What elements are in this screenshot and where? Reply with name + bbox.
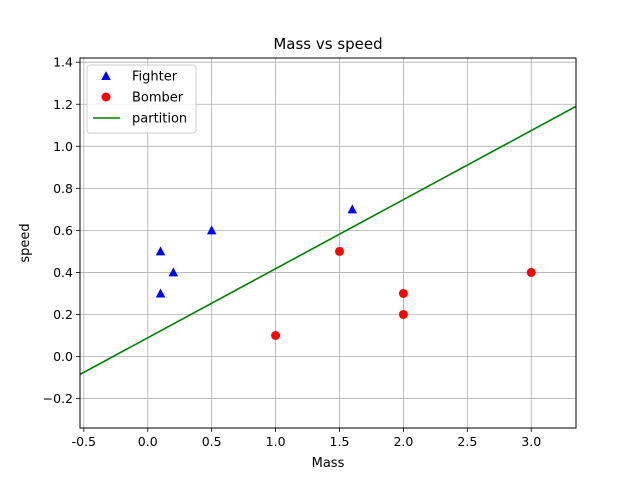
- partition-line: [80, 105, 576, 376]
- x-tick-label: -0.5: [72, 434, 96, 449]
- fighter-point: [347, 204, 358, 214]
- fighter-point: [155, 288, 166, 298]
- y-tick-label: 1.4: [53, 55, 73, 70]
- x-tick-label: 3.0: [521, 434, 541, 449]
- y-tick-label: 0.8: [53, 181, 73, 196]
- y-tick-label: 1.0: [53, 139, 73, 154]
- x-tick-label: 1.5: [330, 434, 350, 449]
- bomber-point: [335, 246, 345, 256]
- grid-lines: [80, 58, 576, 428]
- bomber-point: [398, 288, 408, 298]
- x-axis-label: Mass: [312, 456, 345, 471]
- plot-area: [80, 105, 576, 376]
- legend-label: Bomber: [132, 91, 184, 106]
- plot-frame: [79, 57, 577, 429]
- y-tick-label: 1.2: [53, 97, 73, 112]
- y-tick-label: 0.2: [53, 307, 73, 322]
- y-tick-label: −0.2: [43, 391, 73, 406]
- x-tick-label: 2.0: [393, 434, 413, 449]
- x-axis: -0.5 0.0 0.5 1.0 1.5 2.0 2.5 3.0: [72, 428, 541, 449]
- y-tick-label: 0.4: [53, 265, 73, 280]
- legend-box: [86, 64, 197, 134]
- fighter-point: [206, 225, 217, 235]
- fighter-point: [155, 246, 166, 256]
- y-axis-label: speed: [18, 223, 33, 262]
- x-tick-label: 1.0: [266, 434, 286, 449]
- legend: Fighter Bomber partition: [86, 64, 197, 134]
- fighter-point: [168, 267, 179, 277]
- y-tick-label: 0.6: [53, 223, 73, 238]
- x-tick-label: 0.0: [138, 434, 158, 449]
- x-tick-label: 0.5: [202, 434, 222, 449]
- legend-bomber-marker: [101, 92, 111, 102]
- bomber-point: [398, 309, 408, 319]
- chart-title: Mass vs speed: [273, 35, 382, 53]
- bomber-point: [526, 267, 536, 277]
- x-tick-label: 2.5: [457, 434, 477, 449]
- legend-label: Fighter: [132, 70, 178, 85]
- y-tick-label: 0.0: [53, 349, 73, 364]
- y-axis: −0.2 0.0 0.2 0.4 0.6 0.8 1.0 1.2 1.4: [43, 55, 80, 406]
- legend-fighter-marker: [101, 71, 111, 80]
- legend-label: partition: [132, 112, 187, 127]
- bomber-point: [271, 331, 281, 340]
